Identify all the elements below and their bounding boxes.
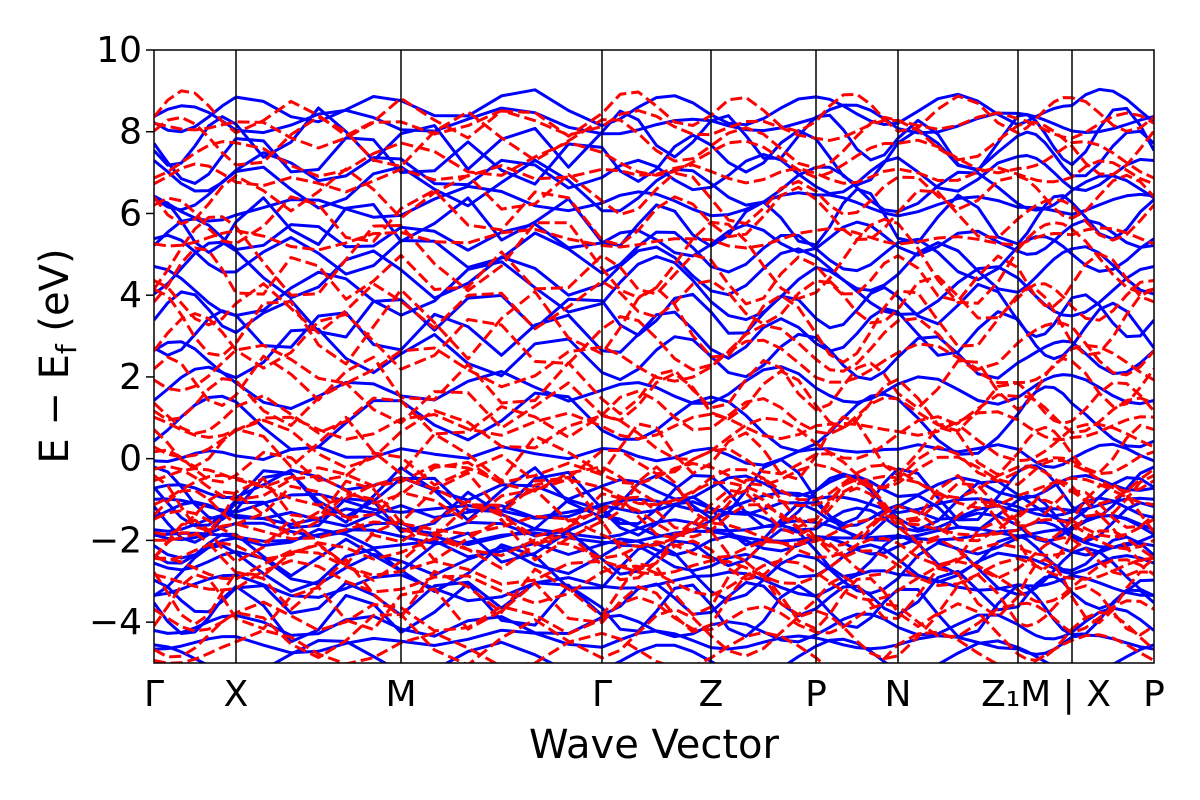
dashed-band-line [154,246,1154,308]
x-tick-label: Z [699,674,724,715]
y-tick-label: 6 [119,193,142,234]
y-tick-label: 4 [119,275,142,316]
dashed-band-line [154,215,1154,305]
x-tick-label: Z₁M | X [981,674,1111,715]
dashed-band-line [154,138,1154,180]
solid-band-line [154,606,1154,644]
dashed-band-line [154,512,1154,572]
dashed-band-line [154,514,1154,551]
x-tick-label: Γ [592,674,612,715]
y-axis: −4 −2 0 2 4 6 8 10 [89,30,154,643]
x-tick-label: X [224,674,249,715]
solid-band-line [154,490,1154,547]
x-tick-label: Γ [144,674,164,715]
dashed-band-line [154,465,1154,533]
solid-band-line [154,327,1154,382]
solid-band-line [154,541,1154,602]
dashed-band-line [154,415,1154,483]
dashed-band-line [154,445,1154,489]
dashed-band-line [154,477,1154,532]
dashed-band-line [154,482,1154,546]
bands-layer [154,87,1154,663]
dashed-band-line [154,558,1154,605]
x-tick-label: P [805,674,827,715]
solid-band-line [154,240,1154,300]
y-tick-label: 8 [119,112,142,153]
y-axis-label-subscript: f [50,343,83,354]
dashed-band-line [154,338,1154,393]
solid-band-line [154,128,1154,187]
dashed-band-line [154,409,1154,470]
y-axis-label-base: E − E [32,354,78,464]
dashed-band-line [154,549,1154,587]
solid-band-line [154,103,1154,136]
y-tick-label: −4 [89,602,142,643]
plot-frame [153,49,1155,664]
solid-band-line [154,385,1154,456]
high-symmetry-lines [235,50,1073,663]
dashed-band-line [154,498,1154,548]
solid-band-line [154,87,1154,134]
dashed-band-line [154,455,1154,493]
dashed-band-line [154,185,1154,247]
dashed-band-line [154,226,1154,252]
dashed-band-line [154,473,1154,510]
solid-band-line [154,628,1154,656]
dashed-band-line [154,286,1154,366]
y-tick-label: 10 [96,30,142,71]
x-tick-label: M [385,674,416,715]
dashed-band-line [154,602,1154,663]
solid-band-line [154,569,1154,618]
dashed-band-line [154,167,1154,226]
dashed-band-line [154,460,1154,506]
dashed-band-line [154,389,1154,439]
solid-band-line [154,230,1154,282]
y-tick-label: 2 [119,357,142,398]
dashed-band-line [154,110,1154,176]
dashed-band-line [154,312,1154,377]
y-axis-label-suffix: (eV) [32,248,78,344]
solid-band-line [154,151,1154,196]
dashed-band-line [154,595,1154,638]
solid-band-line [154,106,1154,173]
dashed-band-line [154,410,1154,441]
x-tick-label: P [1143,674,1165,715]
dashed-band-line [154,109,1154,150]
y-tick-label: −2 [89,520,142,561]
y-tick-label: 0 [119,439,142,480]
y-axis-label: E − Ef (eV) [32,248,83,463]
dashed-band-line [154,274,1154,335]
solid-band-line [154,217,1154,258]
solid-band-line [154,582,1154,644]
solid-band-line [154,491,1154,520]
solid-band-line [154,637,1154,663]
dashed-band-line [154,628,1154,663]
dashed-band-line [154,354,1154,416]
x-tick-label: N [885,674,912,715]
dashed-band-line [154,159,1154,194]
solid-band-line [154,158,1154,214]
x-axis-label: Wave Vector [529,722,780,768]
dashed-band-line [154,89,1154,140]
solid-band-line [154,301,1154,361]
x-axis: Γ X M Γ Z P N Z₁M | X P [144,674,1165,715]
dashed-band-line [154,531,1154,582]
